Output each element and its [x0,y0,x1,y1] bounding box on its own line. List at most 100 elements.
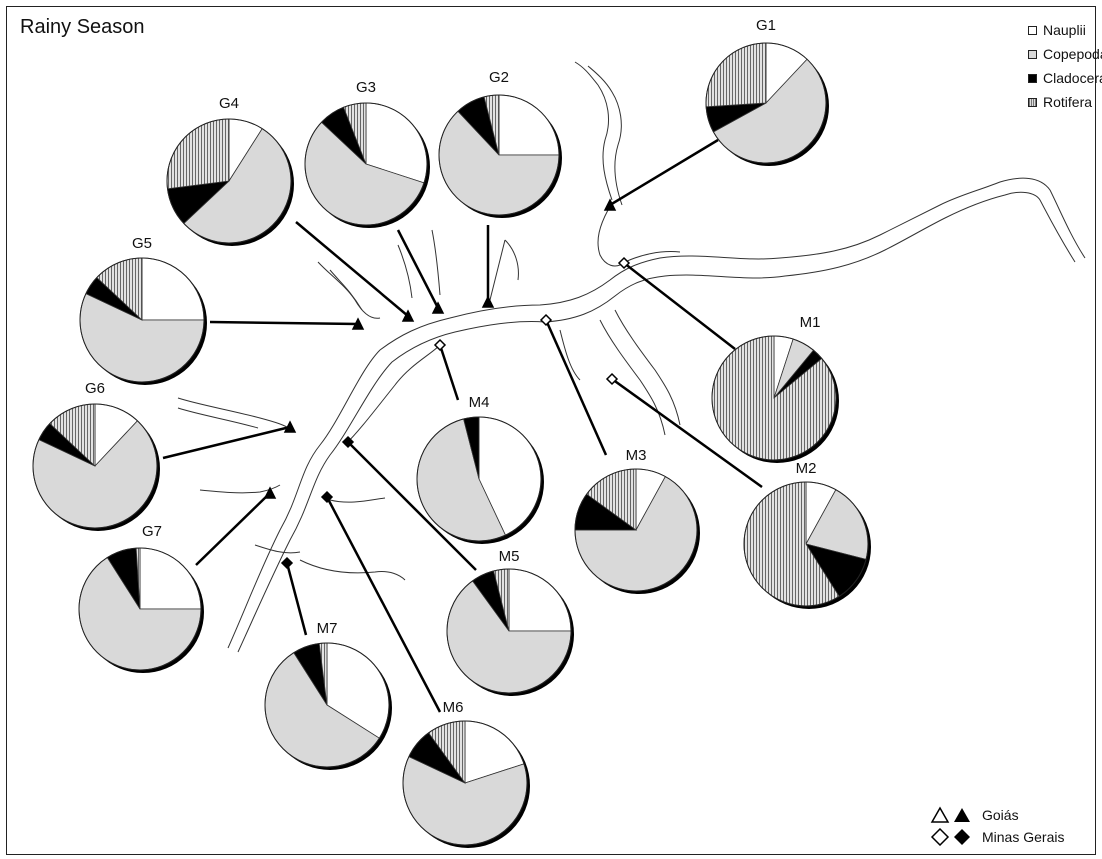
state-legend: Goiás Minas Gerais [930,804,1064,848]
site-label-m3: M3 [626,447,647,464]
pie-m1: M1 [711,314,839,463]
diamond-marker-m7 [280,556,294,570]
connector-g1 [609,138,719,207]
pie-m5: M5 [446,548,574,696]
triangle-marker-g7 [263,486,277,499]
diamond-marker-m1 [617,256,631,270]
legend-item-cladocera: Cladocera [1028,66,1102,90]
pie-g7: G7 [78,523,204,673]
connector-g5 [209,320,359,326]
site-label-m5: M5 [499,548,520,565]
legend-label: Rotifera [1043,94,1093,110]
diamond-marker-m4 [433,338,447,352]
rotifera-swatch [1028,97,1037,107]
legend-item-minas-gerais: Minas Gerais [930,826,1064,848]
pie-outline [166,118,292,244]
slice-nauplii [139,547,202,610]
reservoir-outline [177,61,1086,653]
connector-g7 [195,492,271,566]
map-title: Rainy Season [20,16,145,38]
triangle-marker-g4 [401,309,415,322]
diamond-marker-m5 [341,435,355,449]
pie-g1: G1 [705,17,829,166]
site-label-m2: M2 [796,460,817,477]
pie-g5: G5 [79,235,207,385]
connector-m5 [347,441,477,571]
connector-m3 [544,319,608,456]
legend-label: Copepoda [1043,46,1102,62]
diamond-icon [930,828,970,846]
pie-g4: G4 [166,95,294,246]
slice-nauplii [498,94,560,156]
pie-m2: M2 [743,460,871,609]
site-label-g1: G1 [756,17,776,34]
pie-outline [438,94,560,216]
cladocera-swatch [1028,73,1037,83]
diamond-marker-m3 [539,313,553,327]
slice-rotifera [705,42,767,108]
site-label-m6: M6 [443,699,464,716]
site-label-m7: M7 [317,620,338,637]
site-label-m4: M4 [469,394,490,411]
pie-outline [264,642,390,768]
pie-charts: G1 G2 G3 G4 G5 G6 G7 M1 M2 M3 M4 M5 M6 M7 [32,17,871,848]
triangle-marker-g2 [481,295,495,308]
pie-m7: M7 [264,620,392,770]
site-label-g5: G5 [132,235,152,252]
site-label-g6: G6 [85,380,105,397]
legend-item-rotifera: Rotifera [1028,90,1102,114]
legend-label: Nauplii [1043,22,1086,38]
pie-outline [743,481,869,607]
pie-outline [78,547,202,671]
pie-outline [402,720,528,846]
triangle-marker-g3 [431,301,445,314]
connector-m1 [623,262,736,350]
site-label-m1: M1 [800,314,821,331]
triangle-marker-g5 [351,317,365,330]
pie-outline [705,42,827,164]
site-label-g3: G3 [356,79,376,96]
legend-item-nauplii: Nauplii [1028,18,1102,42]
connector-g4 [295,221,409,317]
copepoda-swatch [1028,49,1037,59]
legend-label: Minas Gerais [982,829,1065,845]
pie-outline [446,568,572,694]
legend-item-goias: Goiás [930,804,1064,826]
legend-item-copepoda: Copepoda [1028,42,1102,66]
taxa-legend: Nauplii Copepoda Cladocera Rotifera [1028,18,1102,114]
legend-label: Goiás [982,807,1019,823]
slice-rotifera [166,118,230,190]
connector-m2 [611,377,763,489]
pie-m4: M4 [416,394,544,544]
slice-nauplii [141,257,205,321]
slice-nauplii [508,568,572,632]
connector-m4 [438,344,460,401]
pie-outline [32,403,158,529]
connector-g3 [396,229,440,309]
diamond-marker-m2 [605,372,619,386]
pie-outline [711,335,837,461]
diamond-marker-m6 [320,490,334,504]
triangle-marker-g6 [283,420,297,433]
connector-lines [162,138,763,713]
pie-m3: M3 [574,447,700,594]
pie-outline [574,468,698,592]
site-label-g2: G2 [489,69,509,86]
pie-g3: G3 [304,79,430,228]
legend-label: Cladocera [1043,70,1102,86]
pie-m6: M6 [402,699,530,848]
triangle-icon [930,806,970,823]
site-label-g7: G7 [142,523,162,540]
triangle-marker-g1 [603,198,617,211]
pie-outline [79,257,205,383]
pie-outline [304,102,428,226]
connector-m6 [325,496,442,713]
site-markers [263,198,631,570]
connector-m7 [285,562,308,636]
nauplii-swatch [1028,25,1037,35]
pie-g2: G2 [438,69,562,218]
site-label-g4: G4 [219,95,239,112]
pie-outline [416,416,542,542]
pie-g6: G6 [32,380,160,531]
